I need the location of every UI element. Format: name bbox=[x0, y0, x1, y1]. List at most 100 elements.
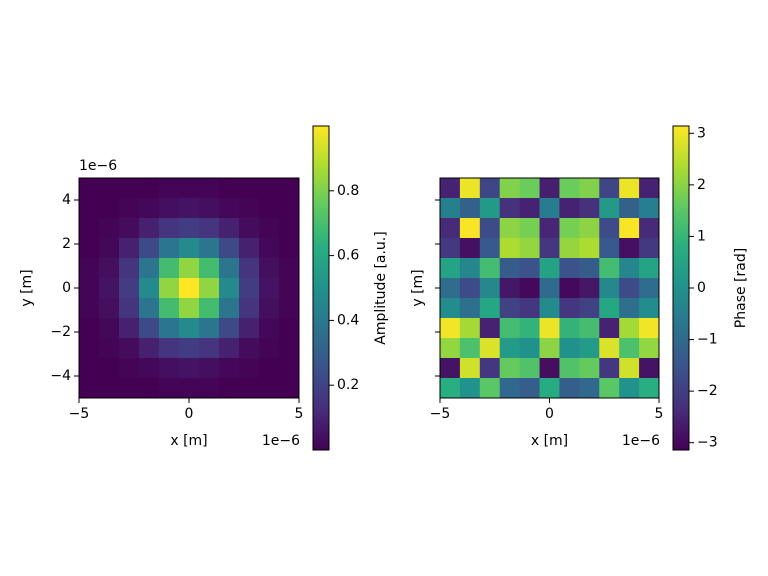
heatmap-cell bbox=[459, 238, 481, 259]
heatmap-cell bbox=[99, 218, 120, 239]
heatmap-cell bbox=[239, 238, 260, 259]
heatmap-cell bbox=[539, 218, 560, 239]
heatmap-cell bbox=[479, 298, 501, 319]
heatmap-cell bbox=[619, 318, 640, 339]
heatmap-cell bbox=[539, 258, 560, 279]
heatmap-cell bbox=[159, 358, 180, 379]
heatmap-cell bbox=[639, 358, 660, 379]
heatmap-cell bbox=[559, 378, 580, 399]
x-offset-text: 1e−6 bbox=[262, 433, 300, 449]
heatmap-cell bbox=[139, 198, 160, 219]
heatmap-cell bbox=[639, 238, 660, 259]
heatmap-cell bbox=[579, 258, 600, 279]
heatmap-cell bbox=[199, 318, 220, 339]
heatmap-cell bbox=[440, 198, 461, 219]
heatmap-cell bbox=[159, 218, 180, 239]
heatmap-cell bbox=[119, 218, 140, 239]
heatmap-cell bbox=[519, 278, 541, 299]
heatmap-cell bbox=[79, 278, 100, 299]
heatmap-cell bbox=[539, 378, 560, 399]
heatmap-cell bbox=[139, 258, 160, 279]
heatmap-cell bbox=[599, 238, 620, 259]
heatmap-cell bbox=[519, 218, 541, 239]
heatmap-cell bbox=[139, 318, 160, 339]
heatmap-cell bbox=[539, 358, 560, 379]
heatmap-cell bbox=[279, 218, 300, 239]
heatmap-cell bbox=[79, 298, 100, 319]
heatmap-cell bbox=[519, 318, 541, 339]
heatmap-cell bbox=[199, 358, 220, 379]
heatmap-cell bbox=[259, 378, 280, 399]
heatmap-cell bbox=[159, 258, 180, 279]
heatmap-cell bbox=[259, 298, 280, 319]
heatmap-cell bbox=[459, 298, 481, 319]
heatmap-cell bbox=[119, 238, 140, 259]
heatmap-cell bbox=[259, 278, 280, 299]
heatmap-cell bbox=[440, 258, 461, 279]
heatmap-cell bbox=[219, 358, 240, 379]
colorbar-tick-label: 0.8 bbox=[337, 183, 359, 199]
heatmap-cell bbox=[99, 278, 120, 299]
heatmap-cell bbox=[539, 178, 560, 199]
heatmap-cell bbox=[119, 198, 140, 219]
heatmap-cell bbox=[599, 298, 620, 319]
heatmap-cell bbox=[259, 258, 280, 279]
heatmap-cell bbox=[219, 218, 240, 239]
heatmap-cell bbox=[199, 178, 220, 199]
heatmap-cell bbox=[259, 198, 280, 219]
heatmap-cell bbox=[459, 358, 481, 379]
heatmap-cell bbox=[199, 258, 220, 279]
heatmap-cell bbox=[99, 358, 120, 379]
heatmap-cell bbox=[440, 238, 461, 259]
heatmap-cell bbox=[199, 218, 220, 239]
heatmap-cell bbox=[199, 298, 220, 319]
heatmap-cell bbox=[599, 258, 620, 279]
heatmap-cell bbox=[159, 178, 180, 199]
heatmap-cell bbox=[259, 338, 280, 359]
heatmap-cell bbox=[119, 178, 140, 199]
y-tick-label: −4 bbox=[50, 368, 71, 384]
heatmap-cell bbox=[219, 238, 240, 259]
heatmap-cell bbox=[219, 318, 240, 339]
heatmap-cell bbox=[279, 238, 300, 259]
heatmap-cell bbox=[159, 338, 180, 359]
heatmap-cell bbox=[579, 218, 600, 239]
heatmap-cell bbox=[239, 218, 260, 239]
heatmap-cell bbox=[579, 298, 600, 319]
x-tick-label: 5 bbox=[295, 406, 304, 422]
heatmap-cell bbox=[459, 318, 481, 339]
heatmap-cell bbox=[579, 318, 600, 339]
heatmap-cell bbox=[479, 378, 501, 399]
heatmap-cell bbox=[499, 318, 521, 339]
heatmap-cell bbox=[179, 278, 200, 299]
colorbar-tick-label: −2 bbox=[697, 383, 718, 399]
colorbar-tick-label: 2 bbox=[697, 177, 706, 193]
heatmap-cell bbox=[199, 378, 220, 399]
y-tick-label: 0 bbox=[62, 280, 71, 296]
heatmap-cell bbox=[579, 358, 600, 379]
heatmap-cell bbox=[459, 378, 481, 399]
heatmap-cell bbox=[479, 178, 501, 199]
heatmap-cell bbox=[539, 318, 560, 339]
y-tick-label: 4 bbox=[62, 192, 71, 208]
heatmap-cell bbox=[619, 258, 640, 279]
heatmap-cell bbox=[99, 198, 120, 219]
heatmap-cell bbox=[79, 218, 100, 239]
heatmap-cell bbox=[440, 298, 461, 319]
heatmap-cell bbox=[459, 338, 481, 359]
heatmap-cell bbox=[179, 378, 200, 399]
heatmap-cell bbox=[119, 298, 140, 319]
heatmap-cell bbox=[199, 278, 220, 299]
heatmap-cell bbox=[79, 358, 100, 379]
heatmap-cell bbox=[99, 318, 120, 339]
heatmap-cell bbox=[219, 298, 240, 319]
heatmap-cell bbox=[259, 178, 280, 199]
heatmap-cell bbox=[259, 238, 280, 259]
heatmap-cell bbox=[539, 198, 560, 219]
heatmap-cell bbox=[159, 298, 180, 319]
heatmap-cell bbox=[479, 258, 501, 279]
heatmap-cell bbox=[639, 338, 660, 359]
x-tick-label: 0 bbox=[545, 406, 554, 422]
heatmap-cell bbox=[499, 338, 521, 359]
heatmap-cell bbox=[139, 178, 160, 199]
